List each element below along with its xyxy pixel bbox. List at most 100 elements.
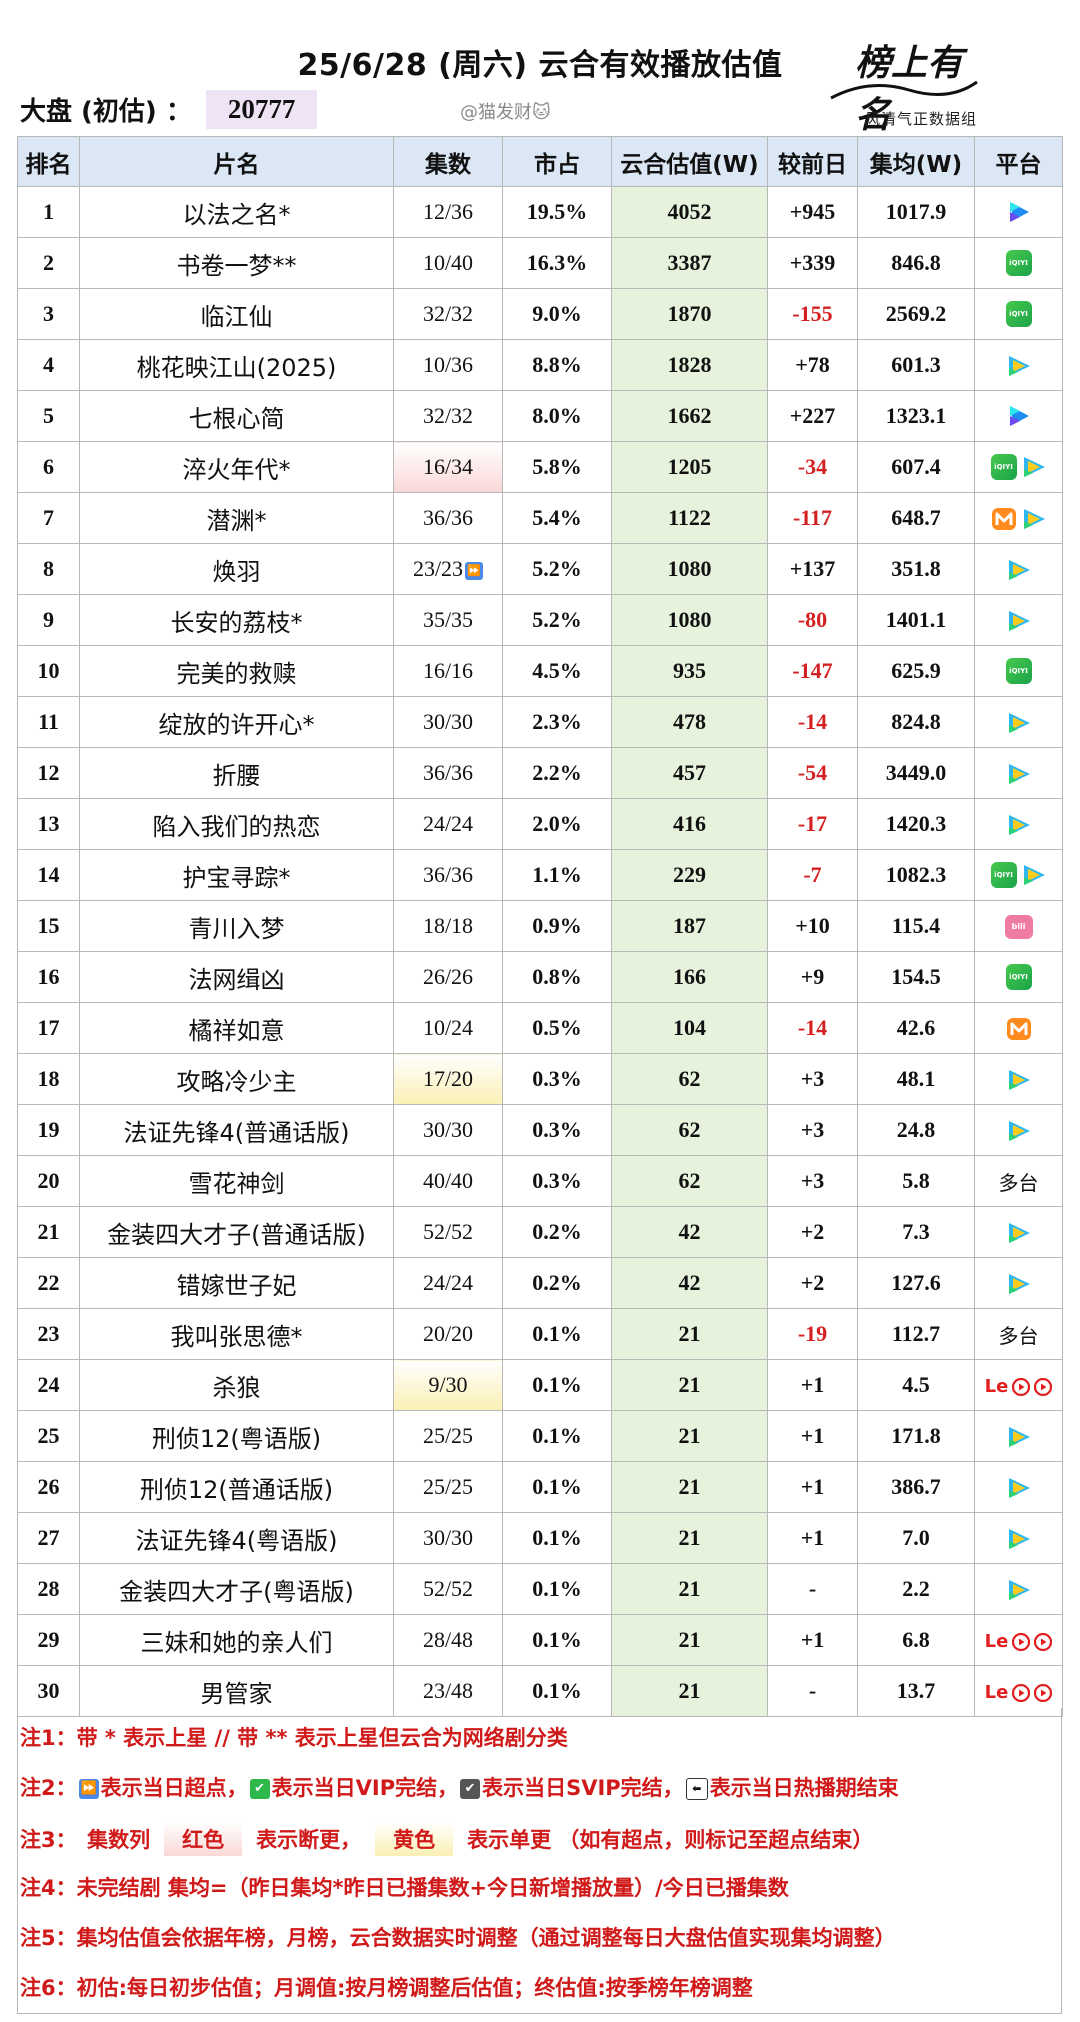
check-gray-icon: ✔: [460, 1779, 481, 1799]
estimate-cell: 1870: [611, 288, 768, 340]
iqiyi-icon: iQIYI: [990, 454, 1017, 481]
share-cell: 0.1%: [502, 1359, 612, 1411]
episodes-value: 23/48: [422, 1678, 474, 1703]
delta-cell: -155: [767, 288, 858, 340]
table-row: 20 雪花神剑 40/40 0.3% 62 +3 5.8 多台: [17, 1155, 1063, 1207]
avg-cell: 127.6: [857, 1257, 975, 1309]
avg-cell: 351.8: [857, 543, 975, 595]
episodes-cell: 52/52: [393, 1206, 503, 1258]
title-cell: 长安的荔枝*: [79, 594, 394, 646]
platform-cell: iQIYI: [974, 849, 1063, 901]
rank-cell: 16: [17, 951, 80, 1003]
delta-cell: -19: [767, 1308, 858, 1360]
delta-cell: -147: [767, 645, 858, 697]
ratings-table: 排名 片名 集数 市占 云合估值(W) 较前日 集均(W) 平台 1 以法之名* 1…: [17, 136, 1063, 1717]
rank-cell: 29: [17, 1614, 80, 1666]
market-label: 大盘 (初估) ：: [20, 96, 192, 127]
col-header-episodes: 集数: [393, 136, 503, 187]
delta-cell: +1: [767, 1614, 858, 1666]
estimate-cell: 1080: [611, 543, 768, 595]
table-row: 17 橘祥如意 10/24 0.5% 104 -14 42.6: [17, 1002, 1063, 1054]
episodes-cell: 25/25: [393, 1410, 503, 1462]
delta-cell: +3: [767, 1053, 858, 1105]
share-cell: 0.1%: [502, 1461, 612, 1513]
iqiyi-icon: iQIYI: [1005, 658, 1032, 685]
episodes-value: 24/24: [422, 1270, 474, 1295]
platform-cell: iQIYI: [974, 237, 1063, 289]
table-row: 12 折腰 36/36 2.2% 457 -54 3449.0: [17, 747, 1063, 799]
episodes-value: 30/30: [422, 1117, 474, 1142]
delta-cell: +1: [767, 1410, 858, 1462]
episodes-value: 10/40: [422, 250, 474, 275]
rank-cell: 26: [17, 1461, 80, 1513]
tencent-video-icon: [1021, 507, 1047, 531]
title-cell: 完美的救赎: [79, 645, 394, 697]
estimate-cell: 416: [611, 798, 768, 850]
col-header-name: 片名: [79, 136, 394, 187]
logo-script: 榜上有名: [855, 42, 964, 136]
share-cell: 0.1%: [502, 1563, 612, 1615]
iqiyi-icon: iQIYI: [1005, 964, 1032, 991]
platform-cell: [974, 1053, 1063, 1105]
share-cell: 0.1%: [502, 1410, 612, 1462]
episodes-value: 10/24: [422, 1015, 474, 1040]
episodes-cell: 30/30: [393, 1512, 503, 1564]
avg-cell: 648.7: [857, 492, 975, 544]
tencent-video-icon: [1006, 1068, 1032, 1092]
episodes-cell: 16/34: [393, 441, 503, 493]
avg-cell: 1017.9: [857, 186, 975, 238]
share-cell: 0.9%: [502, 900, 612, 952]
platform-cell: [974, 492, 1063, 544]
rank-cell: 24: [17, 1359, 80, 1411]
avg-cell: 386.7: [857, 1461, 975, 1513]
episodes-cell: 10/24: [393, 1002, 503, 1054]
title-cell: 刑侦12(普通话版): [79, 1461, 394, 1513]
red-play-icon: [1012, 1377, 1031, 1396]
platform-cell: [974, 1257, 1063, 1309]
estimate-cell: 935: [611, 645, 768, 697]
episodes-value: 12/36: [422, 199, 474, 224]
title-cell: 法证先锋4(粤语版): [79, 1512, 394, 1564]
table-row: 4 桃花映江山(2025) 10/36 8.8% 1828 +78 601.3: [17, 339, 1063, 391]
avg-cell: 2569.2: [857, 288, 975, 340]
delta-cell: +1: [767, 1461, 858, 1513]
rank-cell: 23: [17, 1308, 80, 1360]
title-cell: 折腰: [79, 747, 394, 799]
avg-cell: 115.4: [857, 900, 975, 952]
delta-cell: -7: [767, 849, 858, 901]
logo-swoosh-icon: [830, 80, 978, 100]
avg-cell: 1082.3: [857, 849, 975, 901]
table-row: 1 以法之名* 12/36 19.5% 4052 +945 1017.9: [17, 186, 1063, 238]
episodes-cell: 20/20: [393, 1308, 503, 1360]
avg-cell: 824.8: [857, 696, 975, 748]
episodes-value: 36/36: [422, 760, 474, 785]
yellow-swatch: 黄色: [375, 1822, 454, 1856]
platform-cell: [974, 798, 1063, 850]
avg-cell: 5.8: [857, 1155, 975, 1207]
note-3: 注3： 集数列 红色 表示断更， 黄色 表示单更 （如有超点，则标记至超点结束）: [20, 1822, 873, 1856]
episodes-cell: 18/18: [393, 900, 503, 952]
note-2-part-4: 表示当日热播期结束: [709, 1776, 899, 1800]
share-cell: 0.1%: [502, 1614, 612, 1666]
note-3-prefix: 注3： 集数列: [20, 1828, 151, 1852]
episodes-cell: 12/36: [393, 186, 503, 238]
rank-cell: 1: [17, 186, 80, 238]
platform-cell: Le: [974, 1359, 1063, 1411]
share-cell: 1.1%: [502, 849, 612, 901]
episodes-value: 23/23: [412, 556, 464, 581]
rank-cell: 19: [17, 1104, 80, 1156]
estimate-cell: 1828: [611, 339, 768, 391]
table-row: 26 刑侦12(普通话版) 25/25 0.1% 21 +1 386.7: [17, 1461, 1063, 1513]
fast-forward-icon: ⏩: [78, 1779, 99, 1799]
iqiyi-icon: iQIYI: [1005, 301, 1032, 328]
episodes-value: 35/35: [422, 607, 474, 632]
estimate-cell: 4052: [611, 186, 768, 238]
episodes-cell: 36/36: [393, 849, 503, 901]
share-cell: 5.2%: [502, 543, 612, 595]
title-cell: 我叫张思德*: [79, 1308, 394, 1360]
avg-cell: 2.2: [857, 1563, 975, 1615]
share-cell: 4.5%: [502, 645, 612, 697]
title-cell: 三妹和她的亲人们: [79, 1614, 394, 1666]
tencent-video-icon: [1006, 558, 1032, 582]
red-play-icon: [1034, 1632, 1053, 1651]
